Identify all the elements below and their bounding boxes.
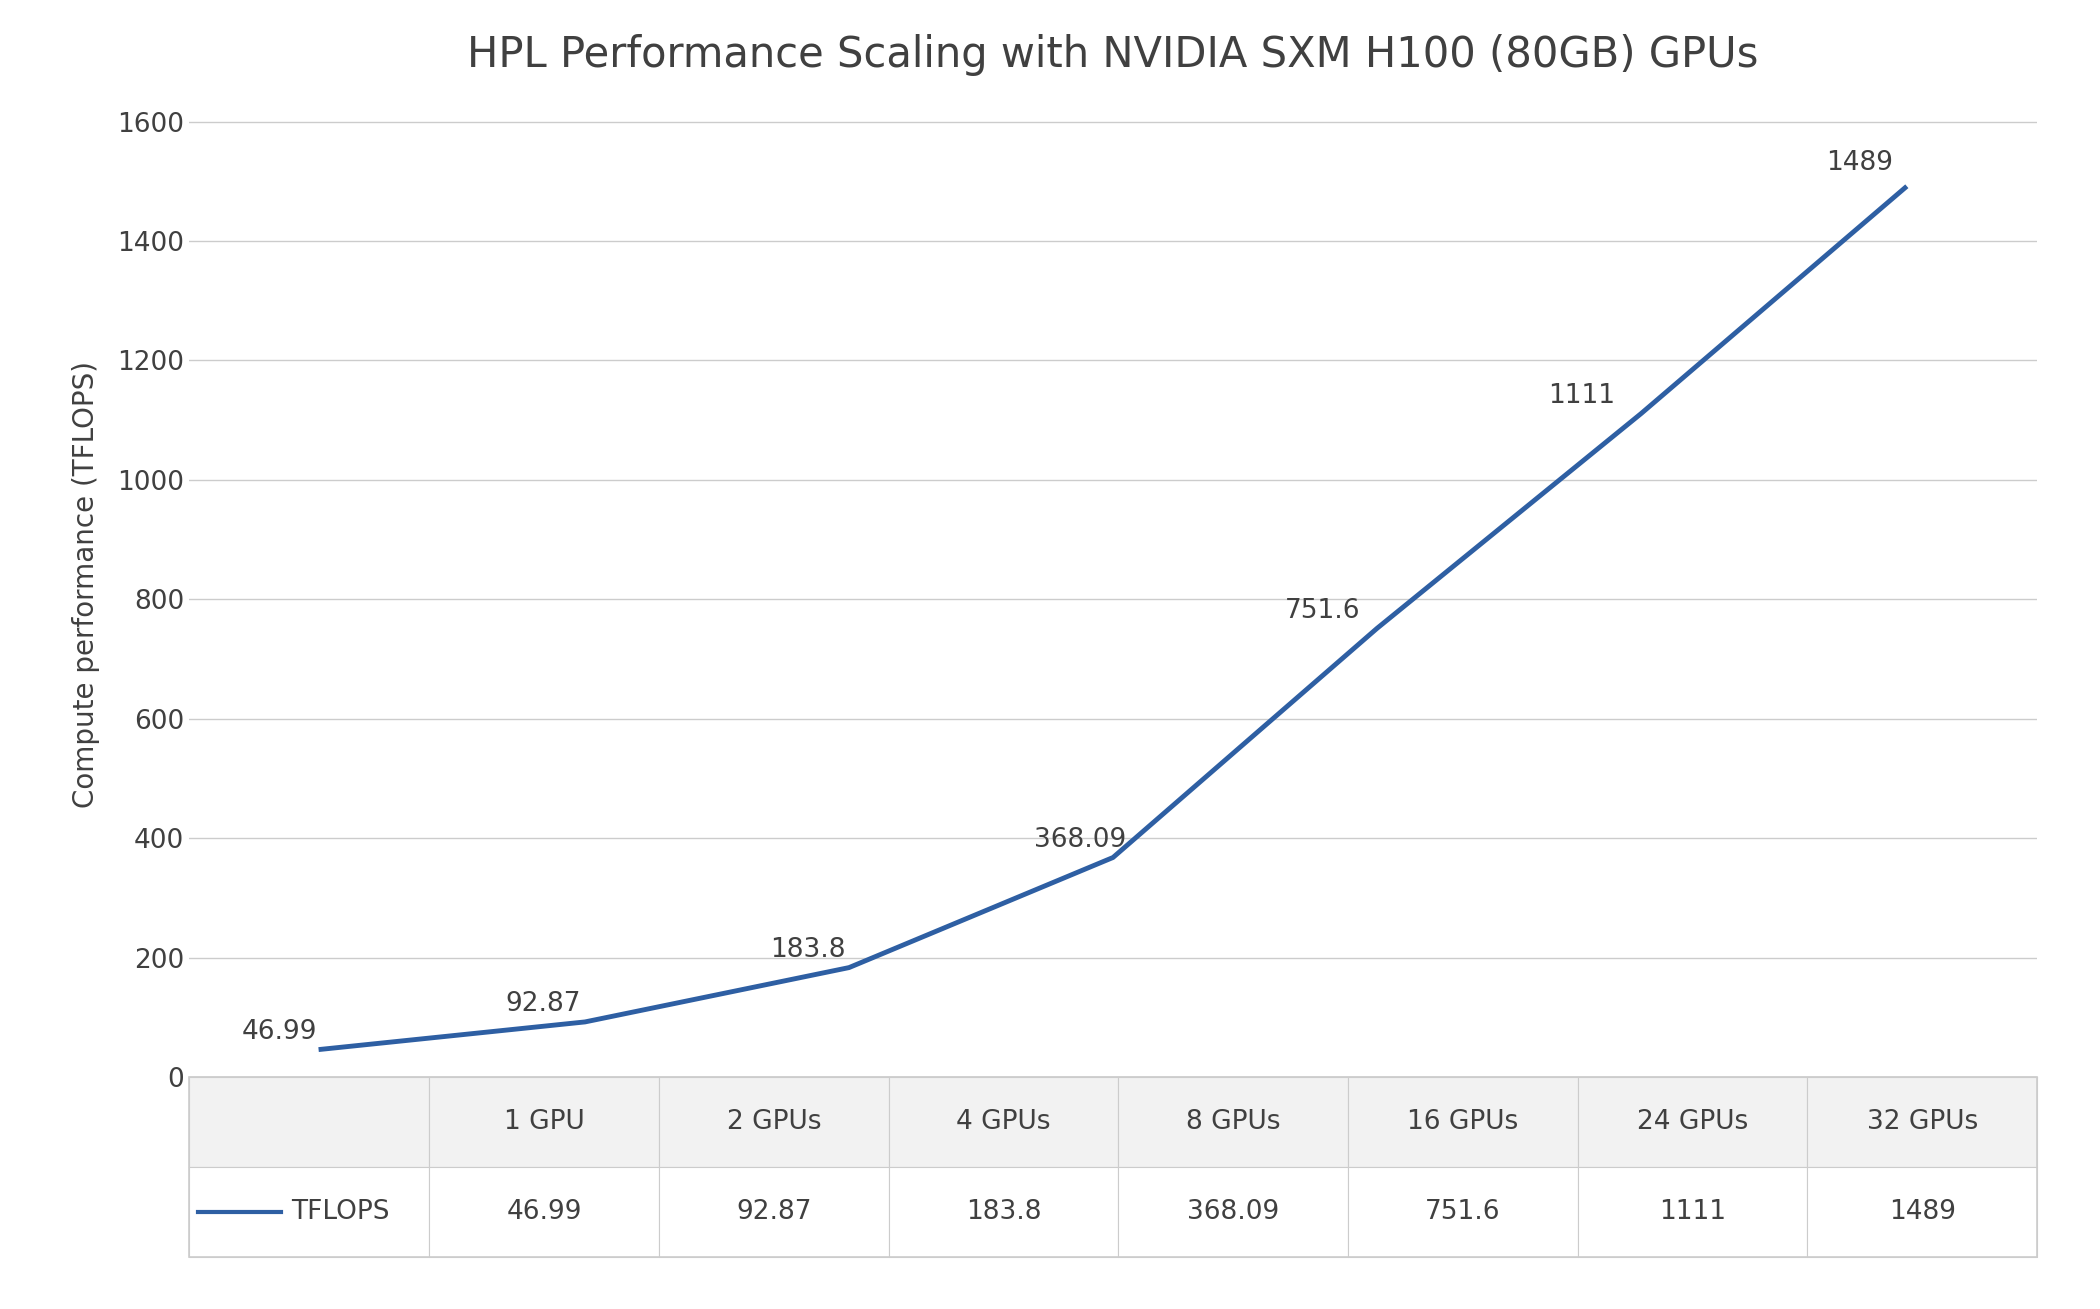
Title: HPL Performance Scaling with NVIDIA SXM H100 (80GB) GPUs: HPL Performance Scaling with NVIDIA SXM … [468, 34, 1758, 76]
Text: 1111: 1111 [1659, 1199, 1726, 1225]
Text: 1 GPU: 1 GPU [504, 1109, 584, 1135]
FancyBboxPatch shape [1119, 1168, 1348, 1257]
FancyBboxPatch shape [1577, 1077, 1808, 1168]
Text: 4 GPUs: 4 GPUs [956, 1109, 1050, 1135]
FancyBboxPatch shape [1577, 1168, 1808, 1257]
Text: 24 GPUs: 24 GPUs [1636, 1109, 1747, 1135]
FancyBboxPatch shape [1808, 1168, 2037, 1257]
FancyBboxPatch shape [428, 1168, 659, 1257]
Text: 751.6: 751.6 [1426, 1199, 1502, 1225]
Text: 368.09: 368.09 [1186, 1199, 1279, 1225]
FancyBboxPatch shape [1348, 1168, 1577, 1257]
FancyBboxPatch shape [1348, 1077, 1577, 1168]
Text: 368.09: 368.09 [1033, 827, 1126, 852]
Text: 32 GPUs: 32 GPUs [1867, 1109, 1978, 1135]
Text: 1489: 1489 [1888, 1199, 1955, 1225]
FancyBboxPatch shape [1119, 1077, 1348, 1168]
Text: 92.87: 92.87 [506, 991, 582, 1017]
Text: 183.8: 183.8 [771, 937, 846, 963]
Text: 16 GPUs: 16 GPUs [1407, 1109, 1518, 1135]
FancyBboxPatch shape [189, 1077, 428, 1168]
Y-axis label: Compute performance (TFLOPS): Compute performance (TFLOPS) [74, 361, 101, 808]
Text: 751.6: 751.6 [1285, 598, 1361, 623]
Text: 1489: 1489 [1825, 151, 1892, 175]
FancyBboxPatch shape [428, 1077, 659, 1168]
Text: 8 GPUs: 8 GPUs [1186, 1109, 1281, 1135]
FancyBboxPatch shape [659, 1168, 888, 1257]
Text: 1111: 1111 [1548, 384, 1615, 408]
FancyBboxPatch shape [1808, 1077, 2037, 1168]
FancyBboxPatch shape [659, 1077, 888, 1168]
Text: 183.8: 183.8 [966, 1199, 1042, 1225]
Text: 46.99: 46.99 [506, 1199, 582, 1225]
Text: TFLOPS: TFLOPS [290, 1199, 388, 1225]
FancyBboxPatch shape [888, 1077, 1119, 1168]
FancyBboxPatch shape [189, 1168, 428, 1257]
Text: 92.87: 92.87 [735, 1199, 811, 1225]
Text: 2 GPUs: 2 GPUs [727, 1109, 821, 1135]
Text: 46.99: 46.99 [242, 1018, 317, 1045]
FancyBboxPatch shape [888, 1168, 1119, 1257]
